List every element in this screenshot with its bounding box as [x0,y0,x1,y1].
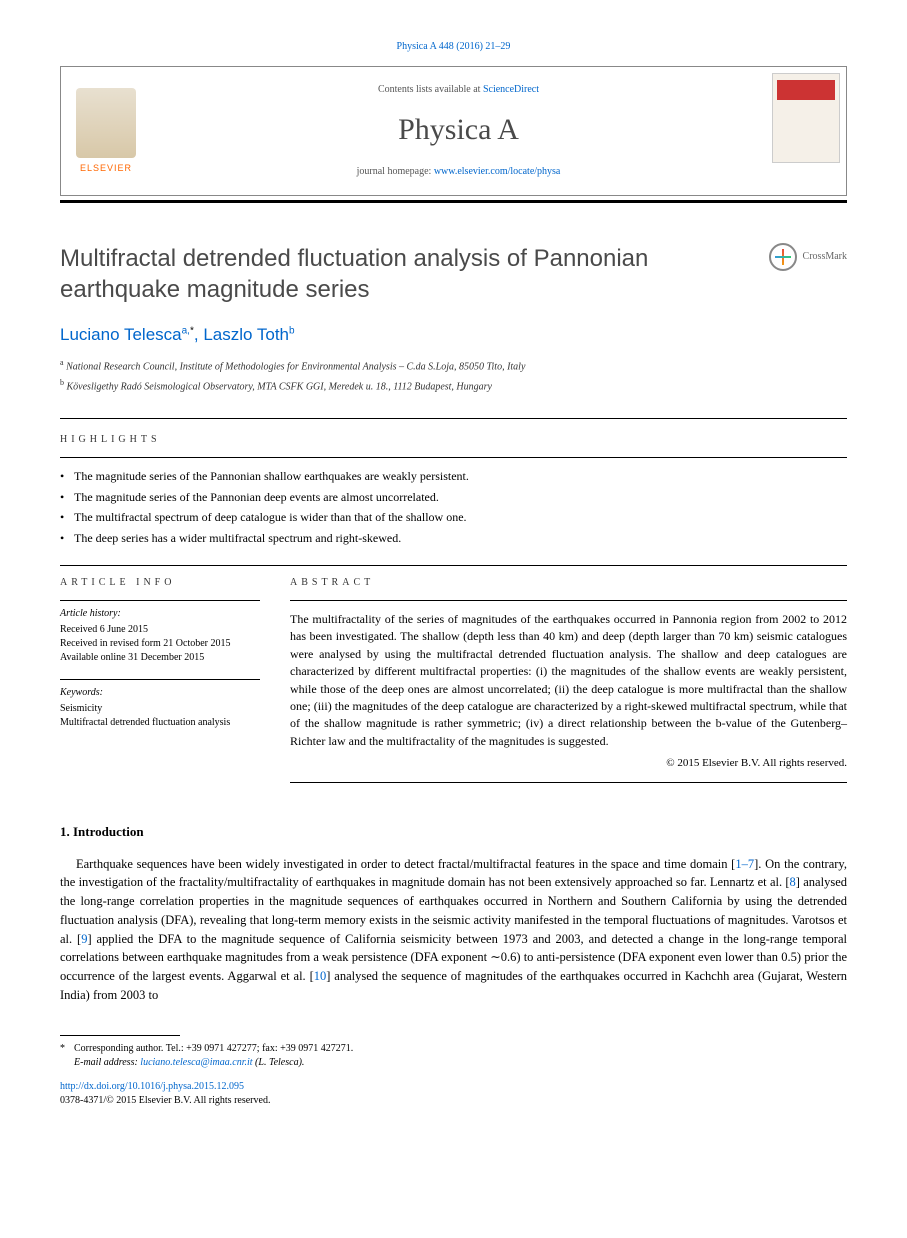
rule [290,600,847,601]
intro-text: Earthquake sequences have been widely in… [76,857,735,871]
keyword: Multifractal detrended fluctuation analy… [60,716,260,730]
keyword: Seismicity [60,702,260,716]
introduction-section: 1. Introduction Earthquake sequences hav… [60,823,847,1005]
keywords-heading: Keywords: [60,686,260,700]
abstract-text: The multifractality of the series of mag… [290,611,847,750]
article-info-column: ARTICLE INFO Article history: Received 6… [60,576,260,793]
abstract-column: ABSTRACT The multifractality of the seri… [290,576,847,793]
intro-heading: 1. Introduction [60,823,847,841]
keywords-block: Keywords: Seismicity Multifractal detren… [60,686,260,730]
crossmark-icon [769,243,797,271]
author-separator: , [194,325,203,344]
cover-thumbnail [766,67,846,195]
highlights-list: The magnitude series of the Pannonian sh… [60,468,847,547]
affil-sup-a: a [60,358,64,367]
highlights-label: HIGHLIGHTS [60,433,847,447]
highlight-item: The magnitude series of the Pannonian de… [60,489,847,506]
history-heading: Article history: [60,607,260,621]
cover-image [772,73,840,163]
author-2: Laszlo Toth [203,325,289,344]
rule [290,782,847,783]
email-link[interactable]: luciano.telesca@imaa.cnr.it [140,1057,252,1068]
elsevier-label: ELSEVIER [80,162,132,175]
journal-name: Physica A [398,109,519,151]
doi-link[interactable]: http://dx.doi.org/10.1016/j.physa.2015.1… [60,1081,244,1092]
copyright-line: © 2015 Elsevier B.V. All rights reserved… [290,756,847,771]
article-history: Article history: Received 6 June 2015 Re… [60,607,260,665]
email-suffix: (L. Telesca). [253,1057,305,1068]
homepage-line: journal homepage: www.elsevier.com/locat… [357,165,561,179]
ref-link[interactable]: 1–7 [735,857,754,871]
history-line: Received 6 June 2015 [60,623,260,637]
article-title: Multifractal detrended fluctuation analy… [60,243,749,305]
affil-text-a: National Research Council, Institute of … [66,362,525,373]
rule [60,418,847,419]
affiliation-b: b Kövesligethy Radó Seismological Observ… [60,377,847,394]
footnote-rule [60,1035,180,1036]
crossmark-label: CrossMark [803,250,847,264]
homepage-prefix: journal homepage: [357,166,434,177]
sciencedirect-link[interactable]: ScienceDirect [483,84,539,95]
highlight-item: The deep series has a wider multifractal… [60,530,847,547]
crossmark-badge[interactable]: CrossMark [769,243,847,271]
intro-paragraph: Earthquake sequences have been widely in… [60,855,847,1005]
doi-line: http://dx.doi.org/10.1016/j.physa.2015.1… [60,1080,847,1094]
journal-header: ELSEVIER Contents lists available at Sci… [60,66,847,196]
authors-line: Luciano Telescaa,*, Laszlo Tothb [60,323,847,347]
rule [60,600,260,601]
highlight-item: The multifractal spectrum of deep catalo… [60,509,847,526]
affil-sup-b: b [60,378,64,387]
author-2-affil: b [289,326,295,337]
author-1: Luciano Telesca [60,325,182,344]
email-prefix: E-mail address: [74,1057,140,1068]
rule [60,457,847,458]
contents-available-line: Contents lists available at ScienceDirec… [378,83,539,97]
header-rule [60,200,847,203]
contents-prefix: Contents lists available at [378,84,483,95]
history-line: Available online 31 December 2015 [60,651,260,665]
corresponding-author: * Corresponding author. Tel.: +39 0971 4… [60,1042,847,1056]
homepage-link[interactable]: www.elsevier.com/locate/physa [434,166,561,177]
corr-text: Corresponding author. Tel.: +39 0971 427… [74,1043,353,1054]
star-icon: * [60,1042,65,1056]
abstract-label: ABSTRACT [290,576,847,590]
rule [60,679,260,680]
elsevier-tree-icon [76,88,136,158]
elsevier-logo: ELSEVIER [61,67,151,195]
citation-line: Physica A 448 (2016) 21–29 [60,40,847,54]
ref-link[interactable]: 10 [314,969,327,983]
email-line: E-mail address: luciano.telesca@imaa.cnr… [60,1056,847,1070]
affil-text-b: Kövesligethy Radó Seismological Observat… [67,381,493,392]
history-line: Received in revised form 21 October 2015 [60,637,260,651]
issn-line: 0378-4371/© 2015 Elsevier B.V. All right… [60,1094,847,1108]
author-1-affil: a, [182,326,190,337]
affiliation-a: a National Research Council, Institute o… [60,357,847,374]
article-info-label: ARTICLE INFO [60,576,260,590]
rule [60,565,847,566]
affiliations: a National Research Council, Institute o… [60,357,847,394]
header-center: Contents lists available at ScienceDirec… [151,67,766,195]
highlight-item: The magnitude series of the Pannonian sh… [60,468,847,485]
